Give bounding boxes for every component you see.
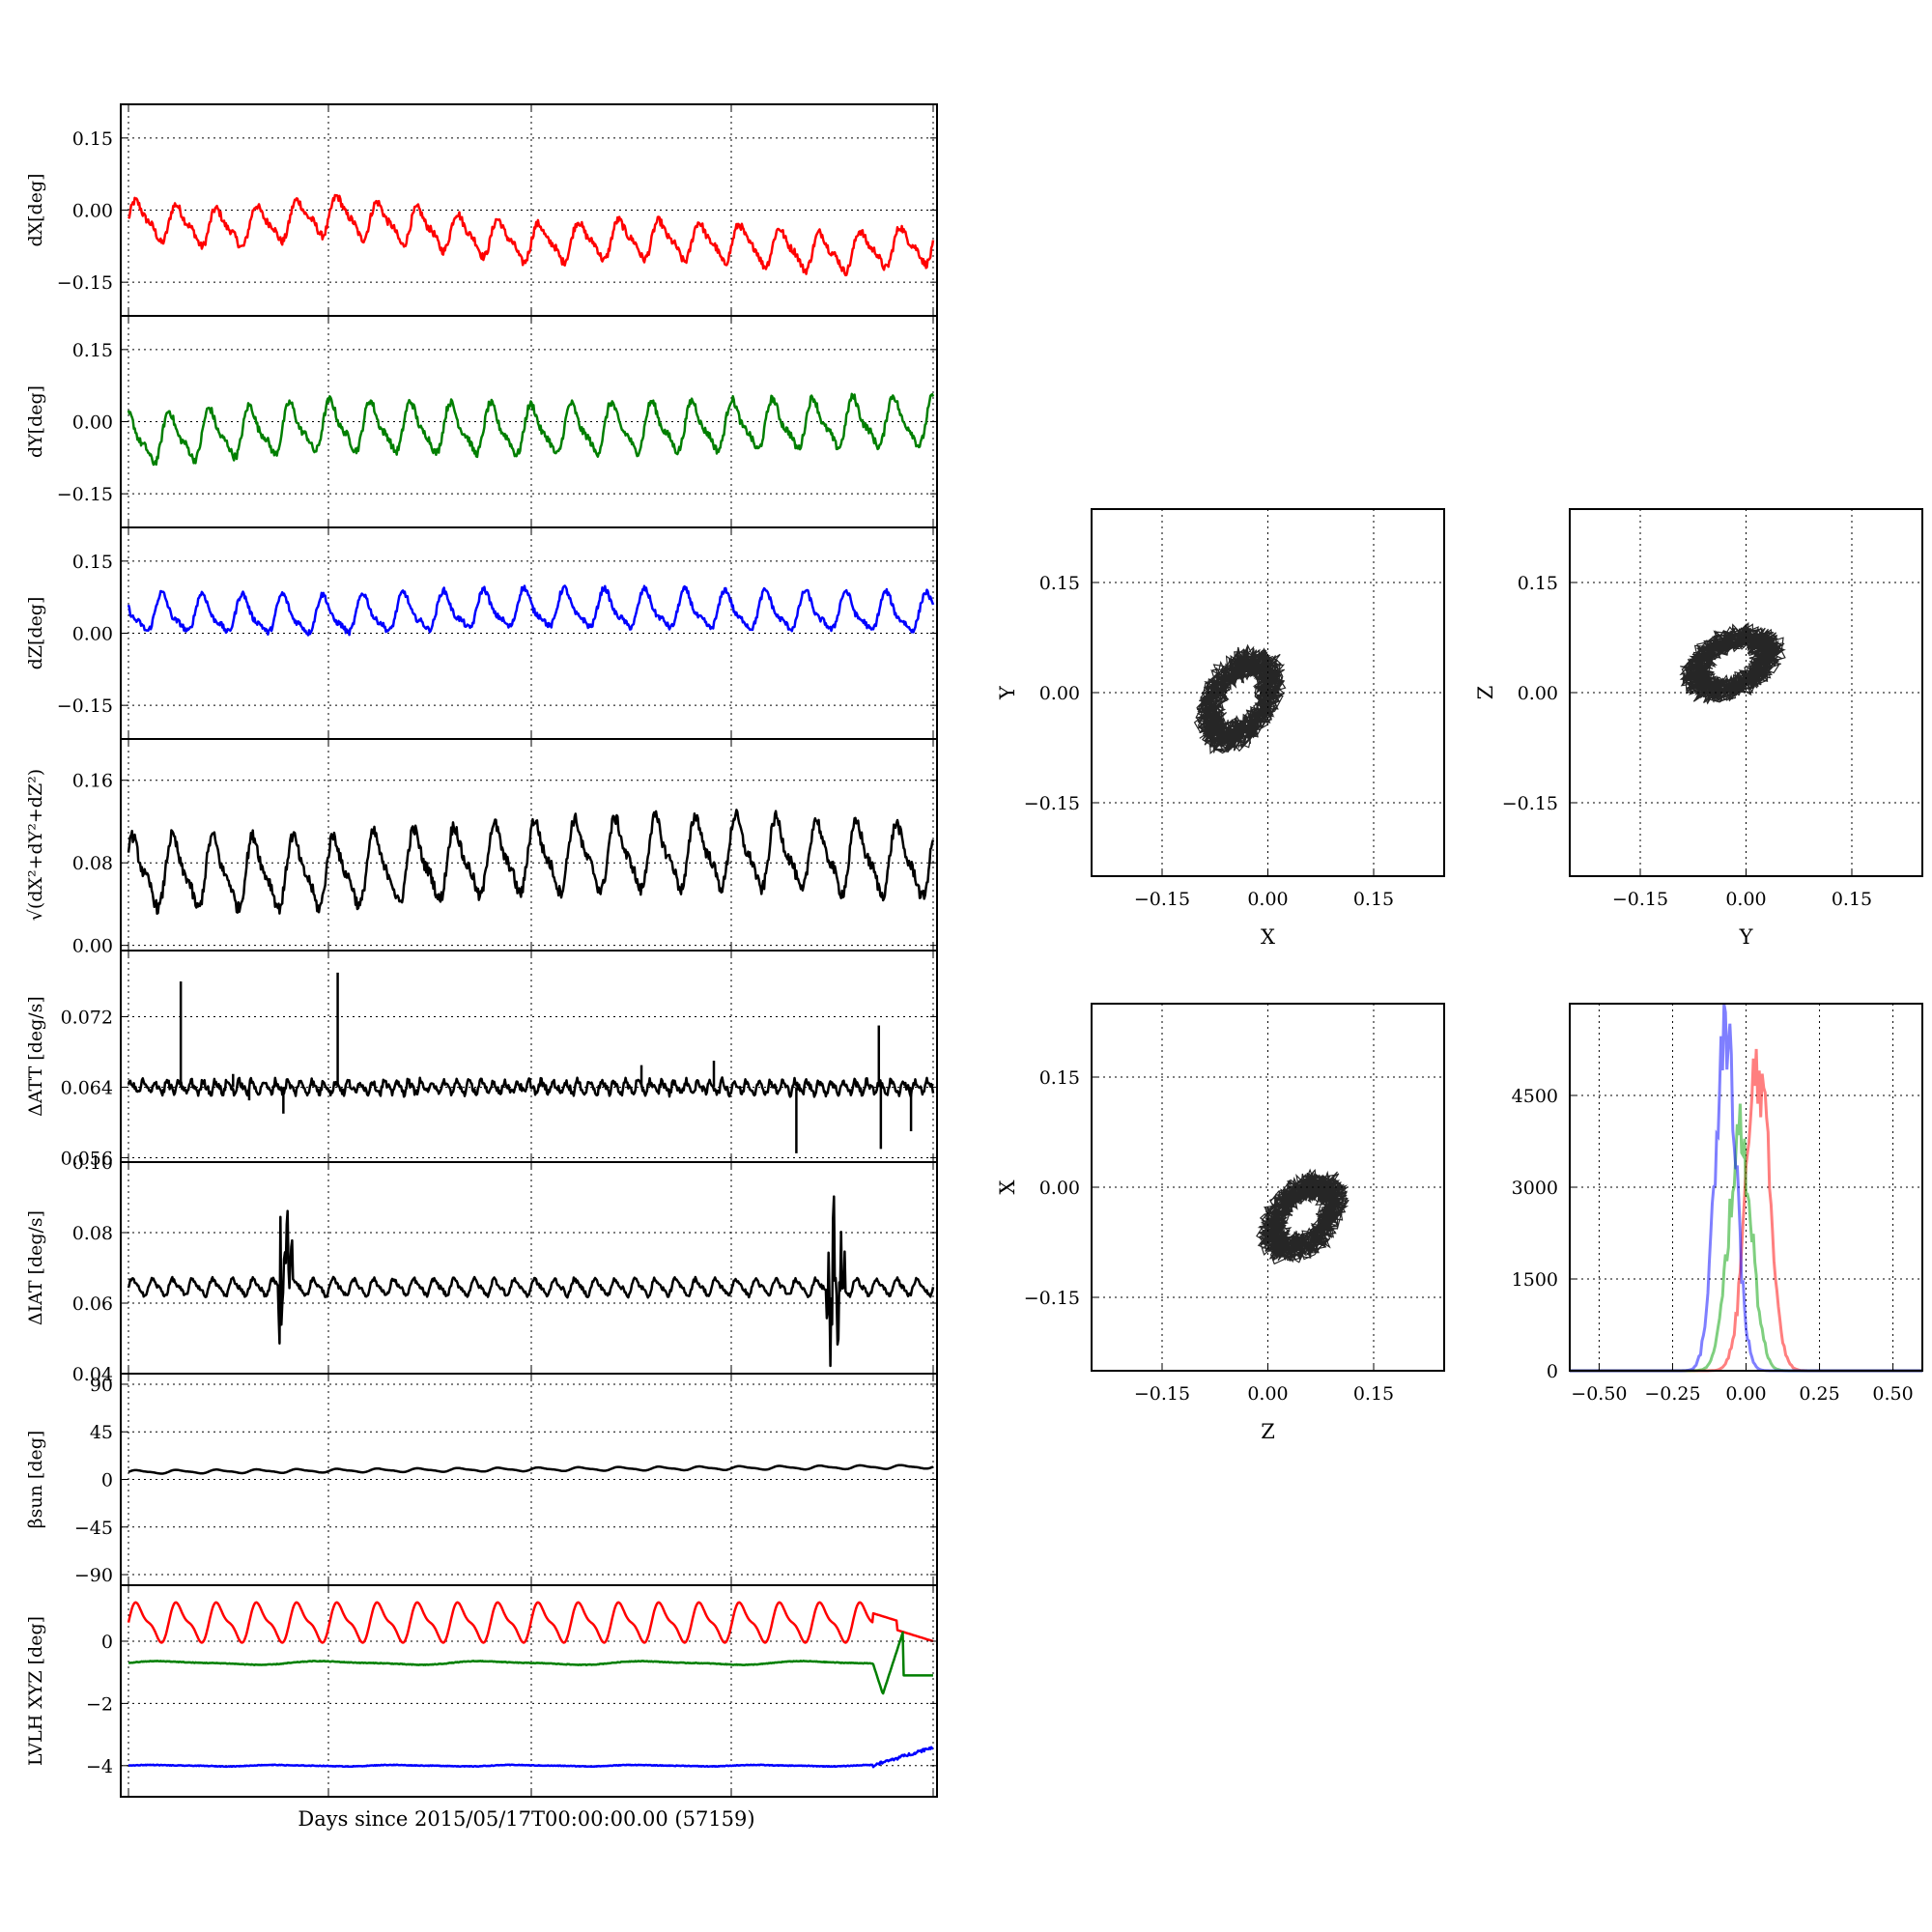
y-tick-label: 0.00 xyxy=(1518,683,1558,704)
axes-frame xyxy=(120,1161,938,1375)
y-tick-label: −45 xyxy=(74,1518,113,1539)
y-tick-label: 0.15 xyxy=(1039,1067,1080,1089)
y-tick-label: 0.04 xyxy=(72,1364,113,1385)
axes-frame xyxy=(1091,508,1445,877)
y-tick-label: 0.056 xyxy=(61,1148,113,1169)
x-tick-label: 0.00 xyxy=(1725,1383,1766,1405)
series-line xyxy=(127,1195,935,1368)
axes-frame xyxy=(1569,1003,1923,1372)
y-tick-label: −2 xyxy=(86,1693,113,1715)
y-tick-label: −0.15 xyxy=(1024,1288,1080,1309)
y-axis-label: X xyxy=(996,1179,1019,1194)
x-tick-label: 0.15 xyxy=(1832,889,1872,910)
axes-frame xyxy=(120,1584,938,1798)
y-axis-label: dZ[deg] xyxy=(25,597,46,670)
series-line xyxy=(128,193,935,277)
y-tick-label: 0.00 xyxy=(1039,1178,1080,1199)
y-tick-label: 0.00 xyxy=(72,412,113,434)
x-tick-label: 0.00 xyxy=(1247,1383,1288,1405)
y-tick-label: 1500 xyxy=(1512,1269,1558,1291)
y-tick-label: −90 xyxy=(74,1565,113,1586)
x-axis-label: X xyxy=(1261,925,1275,949)
y-tick-label: 0 xyxy=(1547,1361,1558,1382)
axes-frame xyxy=(1569,508,1923,877)
text-layer: −0.15 0.00 0.15 dX[deg] −0.15 0.00 0.15 dY[deg]… xyxy=(25,128,1914,1777)
y-tick-label: 3000 xyxy=(1512,1178,1558,1199)
y-tick-label: −0.15 xyxy=(57,696,113,717)
y-tick-label: 0.00 xyxy=(72,201,113,222)
y-tick-label: 0.00 xyxy=(72,624,113,645)
series-line xyxy=(127,392,935,467)
x-tick-label: −0.15 xyxy=(1134,889,1190,910)
y-tick-label: 0 xyxy=(101,1470,113,1492)
scatter-trajectory xyxy=(1679,621,1786,705)
y-tick-label: 0.00 xyxy=(1039,683,1080,704)
y-axis-label: ΔATT [deg/s] xyxy=(25,996,46,1117)
y-tick-label: 0.10 xyxy=(72,1152,113,1174)
series-line xyxy=(128,1463,934,1475)
y-tick-label: 0 xyxy=(101,1632,113,1653)
y-tick-label: 0.15 xyxy=(72,552,113,573)
series-line xyxy=(127,1076,935,1098)
series-line xyxy=(127,809,935,916)
data-layer xyxy=(127,193,1922,1769)
axes-layer xyxy=(120,103,1923,1798)
x-tick-label: −0.50 xyxy=(1571,1383,1627,1405)
x-tick-label: −0.15 xyxy=(1612,889,1668,910)
x-axis-label: Y xyxy=(1739,925,1754,949)
x-axis-label: Z xyxy=(1261,1420,1275,1443)
y-axis-label: Y xyxy=(996,685,1019,700)
y-tick-label: −0.15 xyxy=(1502,793,1558,814)
y-axis-label: √(dX²+dY²+dZ²) xyxy=(25,769,46,921)
series-line xyxy=(128,1746,934,1769)
y-axis-label: Z xyxy=(1474,686,1497,700)
y-tick-label: 0.16 xyxy=(72,771,113,792)
y-tick-label: 0.08 xyxy=(72,1223,113,1244)
grid-layer xyxy=(121,104,1922,1797)
figure-xlabel: Days since 2015/05/17T00:00:00.00 (57159… xyxy=(298,1807,754,1831)
y-axis-label: ΔIAT [deg/s] xyxy=(25,1210,46,1325)
y-tick-label: 0.15 xyxy=(72,128,113,150)
y-axis-label: dY[deg] xyxy=(25,385,46,458)
y-tick-label: 0.06 xyxy=(72,1293,113,1315)
scatter-trajectory xyxy=(1256,1168,1350,1265)
y-axis-label: dX[deg] xyxy=(25,173,46,246)
y-tick-label: −0.15 xyxy=(57,272,113,294)
series-line xyxy=(128,1631,934,1695)
x-tick-label: 0.25 xyxy=(1799,1383,1839,1405)
y-tick-label: 4500 xyxy=(1512,1086,1558,1107)
series-line xyxy=(127,1601,934,1644)
y-axis-label: βsun [deg] xyxy=(25,1431,46,1529)
y-tick-label: 90 xyxy=(90,1375,113,1396)
y-tick-label: 0.072 xyxy=(61,1007,113,1028)
y-tick-label: −0.15 xyxy=(57,484,113,505)
x-tick-label: −0.25 xyxy=(1644,1383,1700,1405)
y-tick-label: 0.15 xyxy=(72,340,113,361)
y-tick-label: 0.15 xyxy=(1518,573,1558,594)
scatter-trajectory xyxy=(1193,643,1287,754)
series-line xyxy=(127,584,935,637)
x-tick-label: 0.50 xyxy=(1872,1383,1913,1405)
y-tick-label: 0.064 xyxy=(61,1077,113,1098)
y-tick-label: 0.00 xyxy=(72,936,113,957)
y-tick-label: −0.15 xyxy=(1024,793,1080,814)
x-tick-label: 0.15 xyxy=(1353,1383,1394,1405)
y-tick-label: 0.15 xyxy=(1039,573,1080,594)
x-tick-label: −0.15 xyxy=(1134,1383,1190,1405)
x-tick-label: 0.15 xyxy=(1353,889,1394,910)
y-tick-label: −4 xyxy=(86,1756,113,1777)
axes-frame xyxy=(1091,1003,1445,1372)
x-tick-label: 0.00 xyxy=(1725,889,1766,910)
y-axis-label: LVLH XYZ [deg] xyxy=(25,1616,46,1766)
axes-frame xyxy=(120,950,938,1163)
y-tick-label: 0.08 xyxy=(72,853,113,874)
x-tick-label: 0.00 xyxy=(1247,889,1288,910)
y-tick-label: 45 xyxy=(90,1422,113,1443)
